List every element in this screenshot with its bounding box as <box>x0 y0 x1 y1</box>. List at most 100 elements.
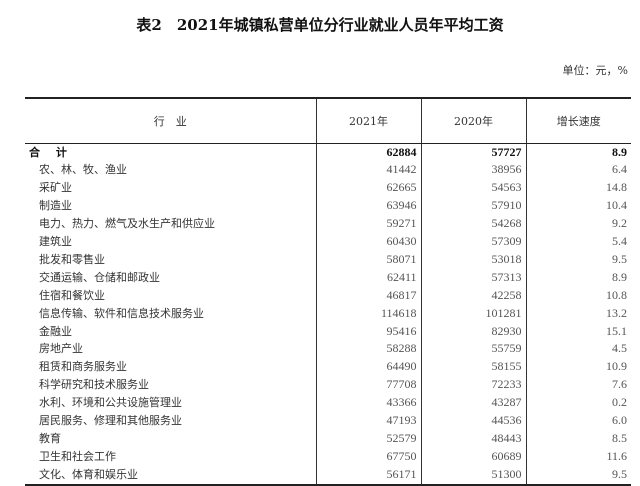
industry-cell: 水利、环境和公共设施管理业 <box>39 396 182 410</box>
industry-cell: 教育 <box>39 432 61 445</box>
table-row: 居民服务、修理和其他服务业 47193 44536 6.0 <box>25 412 631 430</box>
header-2021: 2021年 <box>315 97 421 144</box>
growth-cell: 4.5 <box>525 340 631 359</box>
wage-table: 行 业 2021年 2020年 增长速度 合 计 62884 57727 8.9 农、林… <box>25 97 631 486</box>
table-row: 卫生和社会工作 67750 60689 11.6 <box>25 447 631 466</box>
wage-2020-cell: 101281 <box>420 304 526 323</box>
industry-cell: 居民服务、修理和其他服务业 <box>39 414 182 428</box>
industry-cell: 合 计 <box>29 145 73 159</box>
unit-label: 单位：元，% <box>562 64 628 77</box>
table-row: 采矿业 62665 54563 14.8 <box>25 179 631 198</box>
industry-cell: 建筑业 <box>39 235 72 249</box>
growth-cell: 5.4 <box>525 233 631 251</box>
growth-cell: 0.2 <box>525 394 631 413</box>
wage-2021-cell: 46817 <box>315 286 421 305</box>
industry-cell: 批发和零售业 <box>39 252 105 266</box>
industry-cell: 卫生和社会工作 <box>39 449 116 463</box>
wage-2021-cell: 56171 <box>315 465 421 486</box>
growth-cell: 6.4 <box>525 161 631 180</box>
growth-cell: 10.9 <box>525 358 631 377</box>
wage-2021-cell: 77708 <box>315 376 421 395</box>
growth-cell: 10.4 <box>525 197 631 216</box>
wage-2021-cell: 58071 <box>315 250 421 269</box>
wage-2020-cell: 44536 <box>420 412 526 430</box>
wage-2021-cell: 62884 <box>315 143 421 162</box>
wage-2020-cell: 53018 <box>420 250 526 269</box>
table-row: 农、林、牧、渔业 41442 38956 6.4 <box>25 161 631 180</box>
industry-cell: 住宿和餐饮业 <box>39 288 105 302</box>
industry-cell: 农、林、牧、渔业 <box>39 163 127 177</box>
wage-2020-cell: 58155 <box>420 358 526 377</box>
growth-cell: 13.2 <box>525 304 631 323</box>
industry-cell: 科学研究和技术服务业 <box>39 378 149 392</box>
table-row: 水利、环境和公共设施管理业 43366 43287 0.2 <box>25 394 631 413</box>
wage-2021-cell: 95416 <box>315 322 421 341</box>
table-row: 租赁和商务服务业 64490 58155 10.9 <box>25 358 631 377</box>
wage-2021-cell: 64490 <box>315 358 421 377</box>
wage-2020-cell: 72233 <box>420 376 526 395</box>
table-row: 金融业 95416 82930 15.1 <box>25 322 631 341</box>
table-row: 电力、热力、燃气及水生产和供应业 59271 54268 9.2 <box>25 215 631 234</box>
industry-cell: 房地产业 <box>39 342 83 356</box>
wage-2020-cell: 55759 <box>420 340 526 359</box>
table-row: 建筑业 60430 57309 5.4 <box>25 233 631 251</box>
industry-cell: 租赁和商务服务业 <box>39 360 127 374</box>
industry-cell: 电力、热力、燃气及水生产和供应业 <box>39 217 215 231</box>
table-row: 制造业 63946 57910 10.4 <box>25 197 631 216</box>
wage-2021-cell: 47193 <box>315 412 421 430</box>
wage-2021-cell: 60430 <box>315 233 421 251</box>
industry-cell: 信息传输、软件和信息技术服务业 <box>39 306 204 320</box>
wage-2020-cell: 57910 <box>420 197 526 216</box>
table-row: 住宿和餐饮业 46817 42258 10.8 <box>25 286 631 305</box>
header-2020: 2020年 <box>420 97 526 144</box>
wage-2020-cell: 57313 <box>420 268 526 287</box>
growth-cell: 8.5 <box>525 430 631 448</box>
wage-2021-cell: 41442 <box>315 161 421 180</box>
wage-2020-cell: 48443 <box>420 430 526 448</box>
wage-2020-cell: 60689 <box>420 447 526 466</box>
wage-2020-cell: 54268 <box>420 215 526 234</box>
table-row: 教育 52579 48443 8.5 <box>25 430 631 448</box>
wage-2021-cell: 62665 <box>315 179 421 198</box>
wage-2021-cell: 67750 <box>315 447 421 466</box>
growth-cell: 9.5 <box>525 250 631 269</box>
growth-cell: 11.6 <box>525 447 631 466</box>
wage-2020-cell: 57309 <box>420 233 526 251</box>
wage-2021-cell: 43366 <box>315 394 421 413</box>
wage-2021-cell: 58288 <box>315 340 421 359</box>
industry-cell: 金融业 <box>39 324 72 338</box>
growth-cell: 8.9 <box>525 143 631 162</box>
wage-2020-cell: 43287 <box>420 394 526 413</box>
wage-2020-cell: 54563 <box>420 179 526 198</box>
wage-2021-cell: 62411 <box>315 268 421 287</box>
wage-2021-cell: 52579 <box>315 430 421 448</box>
wage-2020-cell: 51300 <box>420 465 526 486</box>
growth-cell: 9.5 <box>525 465 631 486</box>
wage-2020-cell: 38956 <box>420 161 526 180</box>
growth-cell: 6.0 <box>525 412 631 430</box>
industry-cell: 文化、体育和娱乐业 <box>25 465 316 486</box>
header-industry: 行 业 <box>25 97 316 144</box>
growth-cell: 7.6 <box>525 376 631 395</box>
table-row: 科学研究和技术服务业 77708 72233 7.6 <box>25 376 631 395</box>
growth-cell: 8.9 <box>525 268 631 287</box>
growth-cell: 10.8 <box>525 286 631 305</box>
header-row: 行 业 2021年 2020年 增长速度 <box>25 97 631 144</box>
table-row: 交通运输、仓储和邮政业 62411 57313 8.9 <box>25 268 631 287</box>
wage-2020-cell: 82930 <box>420 322 526 341</box>
growth-cell: 9.2 <box>525 215 631 234</box>
industry-cell: 交通运输、仓储和邮政业 <box>39 270 160 284</box>
wage-2021-cell: 59271 <box>315 215 421 234</box>
industry-cell: 采矿业 <box>39 181 72 195</box>
growth-cell: 14.8 <box>525 179 631 198</box>
growth-cell: 15.1 <box>525 322 631 341</box>
table-row: 批发和零售业 58071 53018 9.5 <box>25 250 631 269</box>
wage-2020-cell: 57727 <box>420 143 526 162</box>
table-row: 文化、体育和娱乐业 56171 51300 9.5 <box>25 465 631 486</box>
wage-2021-cell: 63946 <box>315 197 421 216</box>
industry-cell: 制造业 <box>39 199 72 213</box>
wage-2021-cell: 114618 <box>315 304 421 323</box>
header-growth: 增长速度 <box>525 97 631 144</box>
table-row: 房地产业 58288 55759 4.5 <box>25 340 631 359</box>
table-row: 信息传输、软件和信息技术服务业 114618 101281 13.2 <box>25 304 631 323</box>
